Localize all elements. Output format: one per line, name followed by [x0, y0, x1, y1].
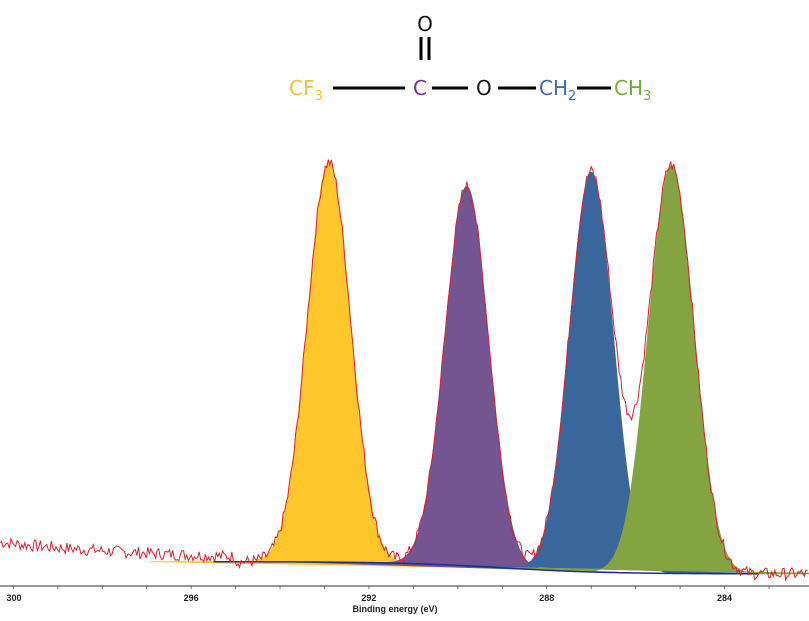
background-line [213, 560, 758, 575]
measured-envelope-line [0, 159, 808, 582]
x-tick-label: 288 [539, 593, 554, 603]
atom-ester-o: O [476, 76, 492, 100]
atom-carbonyl-o: O [417, 12, 433, 36]
atom-ch2: CH2 [539, 76, 576, 104]
peak-components [150, 161, 809, 575]
x-axis: 300 296 292 288 284 Binding energy (eV) [0, 585, 809, 614]
atom-ch3: CH3 [614, 76, 651, 104]
x-axis-title: Binding energy (eV) [352, 604, 437, 614]
x-tick-label: 284 [717, 593, 732, 603]
atom-cf3: CF3 [289, 76, 323, 104]
fit-lines [0, 159, 808, 582]
atom-carbonyl-c: C [413, 76, 427, 100]
molecule-structure: O CF3 C O CH2 CH3 [289, 12, 651, 104]
x-axis-ticks: 300 296 292 288 284 [6, 586, 770, 603]
peak-area-ch3 [492, 165, 809, 575]
x-tick-label: 300 [6, 593, 21, 603]
x-tick-label: 292 [361, 593, 376, 603]
x-tick-label: 296 [184, 593, 199, 603]
